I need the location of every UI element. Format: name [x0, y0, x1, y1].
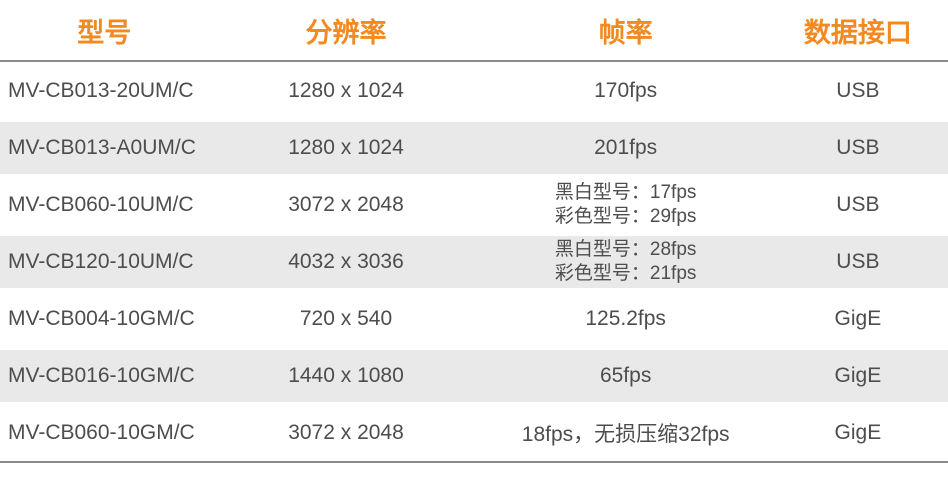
framerate-cell: 125.2fps: [585, 306, 666, 330]
model-cell: MV-CB060-10UM/C: [8, 192, 194, 216]
framerate-line-color: 彩色型号：21fps: [554, 262, 697, 284]
framerate-line-mono: 黑白型号：28fps: [554, 238, 697, 260]
interface-cell: USB: [836, 192, 880, 216]
resolution-cell: 1280 x 1024: [288, 135, 404, 159]
header-model: 型号: [77, 17, 132, 48]
framerate-cell: 65fps: [599, 363, 652, 387]
table-row: MV-CB013-20UM/C 1280 x 1024 170fps USB: [0, 62, 948, 119]
framerate-line-color: 彩色型号：29fps: [554, 205, 697, 227]
table-row: MV-CB120-10UM/C 4032 x 3036 黑白型号：28fps 彩…: [0, 233, 948, 290]
resolution-cell: 3072 x 2048: [288, 420, 404, 444]
framerate-cell: 170fps: [594, 78, 658, 102]
table-header-row: 型号 分辨率 帧率 数据接口: [0, 0, 948, 62]
model-cell: MV-CB016-10GM/C: [8, 363, 195, 387]
model-cell: MV-CB004-10GM/C: [8, 306, 195, 330]
camera-spec-table: 型号 分辨率 帧率 数据接口 MV-CB013-20UM/C 1280 x 10…: [0, 0, 948, 463]
framerate-cell: 18fps，无损压缩32fps: [521, 422, 730, 446]
interface-cell: GigE: [834, 306, 882, 330]
table-row: MV-CB016-10GM/C 1440 x 1080 65fps GigE: [0, 347, 948, 404]
model-cell: MV-CB060-10GM/C: [8, 420, 195, 444]
interface-cell: USB: [836, 78, 880, 102]
resolution-cell: 3072 x 2048: [288, 192, 404, 216]
model-cell: MV-CB120-10UM/C: [8, 249, 194, 273]
header-interface: 数据接口: [803, 17, 912, 48]
framerate-line-mono: 黑白型号：17fps: [554, 181, 697, 203]
table-row: MV-CB013-A0UM/C 1280 x 1024 201fps USB: [0, 119, 948, 176]
table-row: MV-CB060-10GM/C 3072 x 2048 18fps，无损压缩32…: [0, 404, 948, 461]
framerate-cell: 黑白型号：28fps 彩色型号：21fps: [483, 238, 767, 286]
interface-cell: USB: [836, 135, 880, 159]
model-cell: MV-CB013-A0UM/C: [8, 135, 196, 159]
interface-cell: USB: [836, 249, 880, 273]
resolution-cell: 720 x 540: [299, 306, 393, 330]
header-framerate: 帧率: [598, 17, 653, 48]
resolution-cell: 4032 x 3036: [288, 249, 404, 273]
header-resolution: 分辨率: [305, 17, 387, 48]
framerate-cell: 201fps: [594, 135, 658, 159]
framerate-cell: 黑白型号：17fps 彩色型号：29fps: [483, 181, 767, 229]
resolution-cell: 1280 x 1024: [288, 78, 404, 102]
interface-cell: GigE: [834, 420, 882, 444]
interface-cell: GigE: [834, 363, 882, 387]
resolution-cell: 1440 x 1080: [288, 363, 404, 387]
table-row: MV-CB004-10GM/C 720 x 540 125.2fps GigE: [0, 290, 948, 347]
table-row: MV-CB060-10UM/C 3072 x 2048 黑白型号：17fps 彩…: [0, 176, 948, 233]
model-cell: MV-CB013-20UM/C: [8, 78, 194, 102]
